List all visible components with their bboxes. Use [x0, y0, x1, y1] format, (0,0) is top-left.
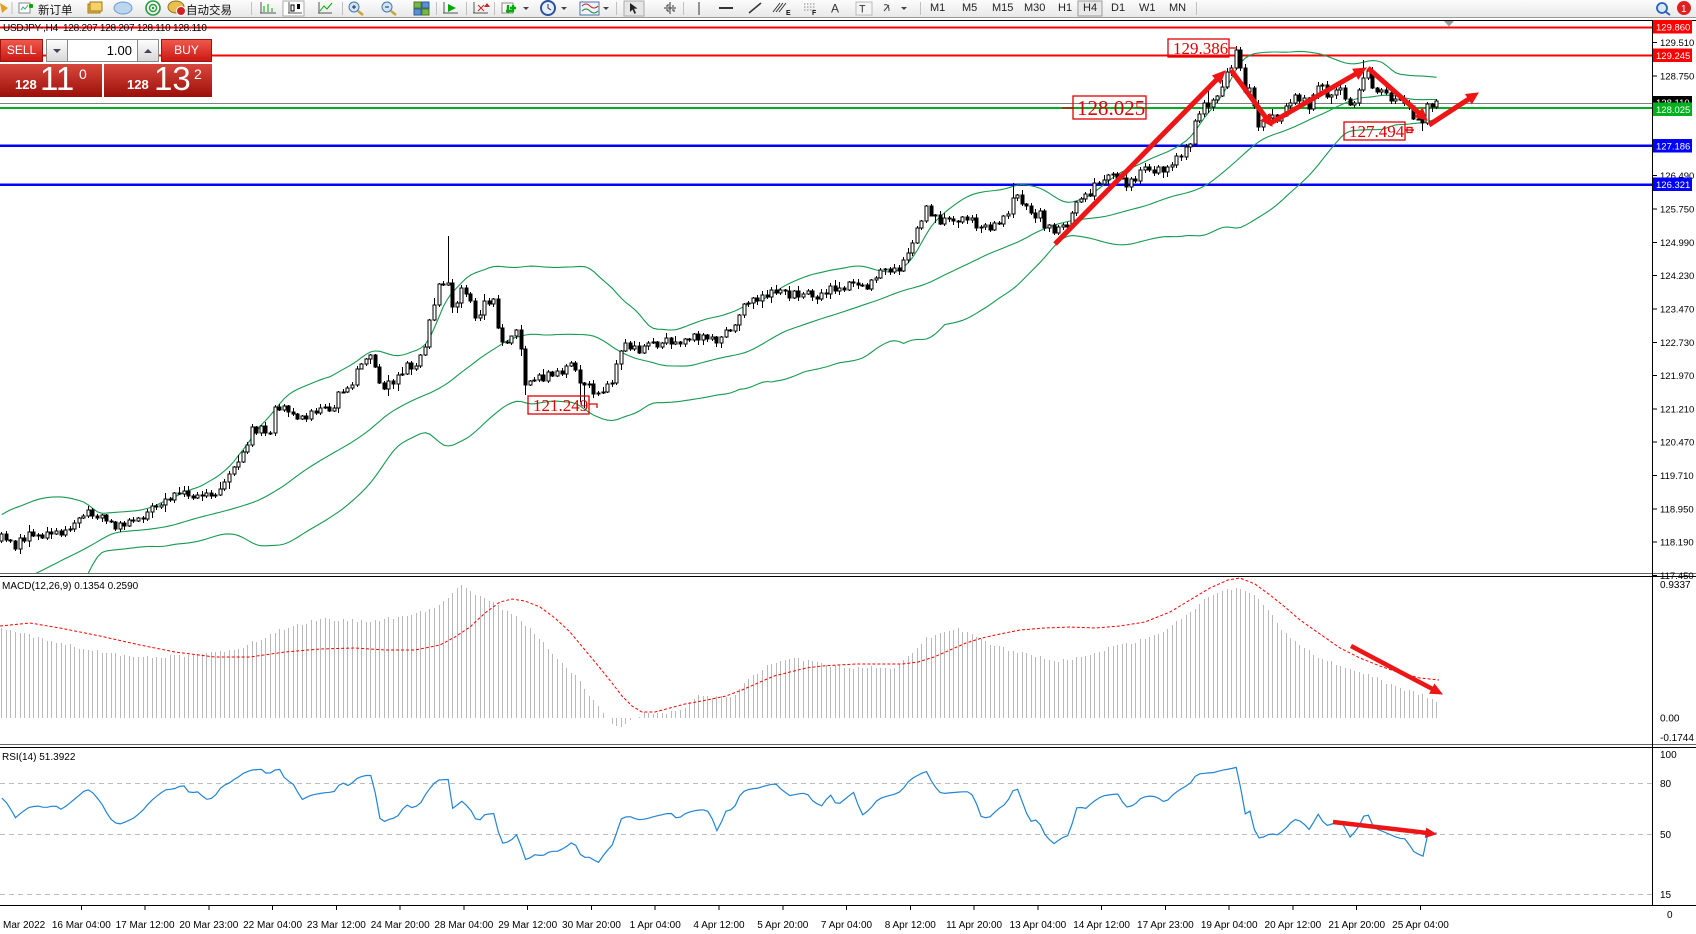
svg-text:23 Mar 12:00: 23 Mar 12:00	[307, 920, 366, 931]
svg-text:128.025: 128.025	[1077, 96, 1145, 120]
svg-text:129.860: 129.860	[1656, 23, 1690, 34]
svg-text:128.750: 128.750	[1660, 71, 1694, 82]
svg-text:0.00: 0.00	[1660, 714, 1680, 725]
svg-text:121.249: 121.249	[533, 396, 588, 415]
svg-text:117.450: 117.450	[1660, 571, 1694, 582]
svg-text:124.230: 124.230	[1660, 271, 1694, 282]
svg-text:USDJPY-,H4 128.207 128.207 12: USDJPY-,H4 128.207 128.207 128.110 128.1…	[3, 23, 207, 34]
svg-text:128.025: 128.025	[1656, 105, 1690, 116]
svg-text:129.510: 129.510	[1660, 38, 1694, 49]
svg-text:100: 100	[1660, 750, 1677, 761]
svg-text:25 Apr 04:00: 25 Apr 04:00	[1392, 920, 1449, 931]
svg-text:F: F	[812, 10, 817, 17]
svg-text:T: T	[859, 5, 866, 17]
svg-text:121.970: 121.970	[1660, 371, 1694, 382]
svg-text:127.494: 127.494	[1349, 122, 1405, 141]
svg-text:Mar 2022: Mar 2022	[3, 920, 46, 931]
svg-text:14 Apr 12:00: 14 Apr 12:00	[1073, 920, 1130, 931]
svg-text:E: E	[786, 10, 791, 17]
svg-text:120.470: 120.470	[1660, 438, 1694, 449]
svg-text:21 Apr 20:00: 21 Apr 20:00	[1328, 920, 1385, 931]
svg-text:126.490: 126.490	[1660, 171, 1694, 182]
svg-text:28 Mar 04:00: 28 Mar 04:00	[434, 920, 493, 931]
svg-text:13 Apr 04:00: 13 Apr 04:00	[1010, 920, 1067, 931]
svg-text:1 Apr 04:00: 1 Apr 04:00	[630, 920, 682, 931]
svg-text:126.321: 126.321	[1656, 180, 1690, 191]
svg-text:A: A	[831, 2, 839, 16]
svg-text:127.186: 127.186	[1656, 142, 1690, 153]
svg-text:29 Mar 12:00: 29 Mar 12:00	[498, 920, 557, 931]
svg-text:118.950: 118.950	[1660, 504, 1694, 515]
svg-text:5 Apr 20:00: 5 Apr 20:00	[757, 920, 809, 931]
svg-text:129.245: 129.245	[1656, 51, 1690, 62]
svg-text:125.750: 125.750	[1660, 205, 1694, 216]
svg-text:124.990: 124.990	[1660, 238, 1694, 249]
svg-text:19 Apr 04:00: 19 Apr 04:00	[1201, 920, 1258, 931]
svg-text:20 Apr 12:00: 20 Apr 12:00	[1265, 920, 1322, 931]
svg-text:17 Mar 12:00: 17 Mar 12:00	[116, 920, 175, 931]
svg-text:118.190: 118.190	[1660, 538, 1694, 549]
svg-text:20 Mar 23:00: 20 Mar 23:00	[179, 920, 238, 931]
svg-text:119.710: 119.710	[1660, 471, 1694, 482]
svg-text:11 Apr 20:00: 11 Apr 20:00	[946, 920, 1002, 931]
svg-text:121.210: 121.210	[1660, 404, 1694, 415]
svg-text:15: 15	[1660, 890, 1672, 901]
svg-text:0.9337: 0.9337	[1660, 580, 1691, 591]
svg-text:123.470: 123.470	[1660, 305, 1694, 316]
svg-text:0: 0	[1667, 910, 1673, 921]
svg-text:MACD(12,26,9) 0.1354 0.2590: MACD(12,26,9) 0.1354 0.2590	[2, 581, 139, 592]
svg-text:50: 50	[1660, 830, 1672, 841]
svg-text:122.730: 122.730	[1660, 338, 1694, 349]
svg-text:24 Mar 20:00: 24 Mar 20:00	[371, 920, 430, 931]
svg-text:7 Apr 04:00: 7 Apr 04:00	[821, 920, 873, 931]
svg-text:8 Apr 12:00: 8 Apr 12:00	[885, 920, 937, 931]
svg-text:129.386: 129.386	[1173, 39, 1228, 58]
svg-text:RSI(14) 51.3922: RSI(14) 51.3922	[2, 752, 76, 763]
svg-text:30 Mar 20:00: 30 Mar 20:00	[562, 920, 621, 931]
svg-text:4 Apr 12:00: 4 Apr 12:00	[693, 920, 745, 931]
svg-text:17 Apr 23:00: 17 Apr 23:00	[1137, 920, 1194, 931]
svg-text:22 Mar 04:00: 22 Mar 04:00	[243, 920, 302, 931]
svg-text:16 Mar 04:00: 16 Mar 04:00	[52, 920, 111, 931]
svg-text:1: 1	[1681, 4, 1687, 15]
svg-text:80: 80	[1660, 779, 1672, 790]
svg-text:-0.1744: -0.1744	[1660, 733, 1694, 744]
